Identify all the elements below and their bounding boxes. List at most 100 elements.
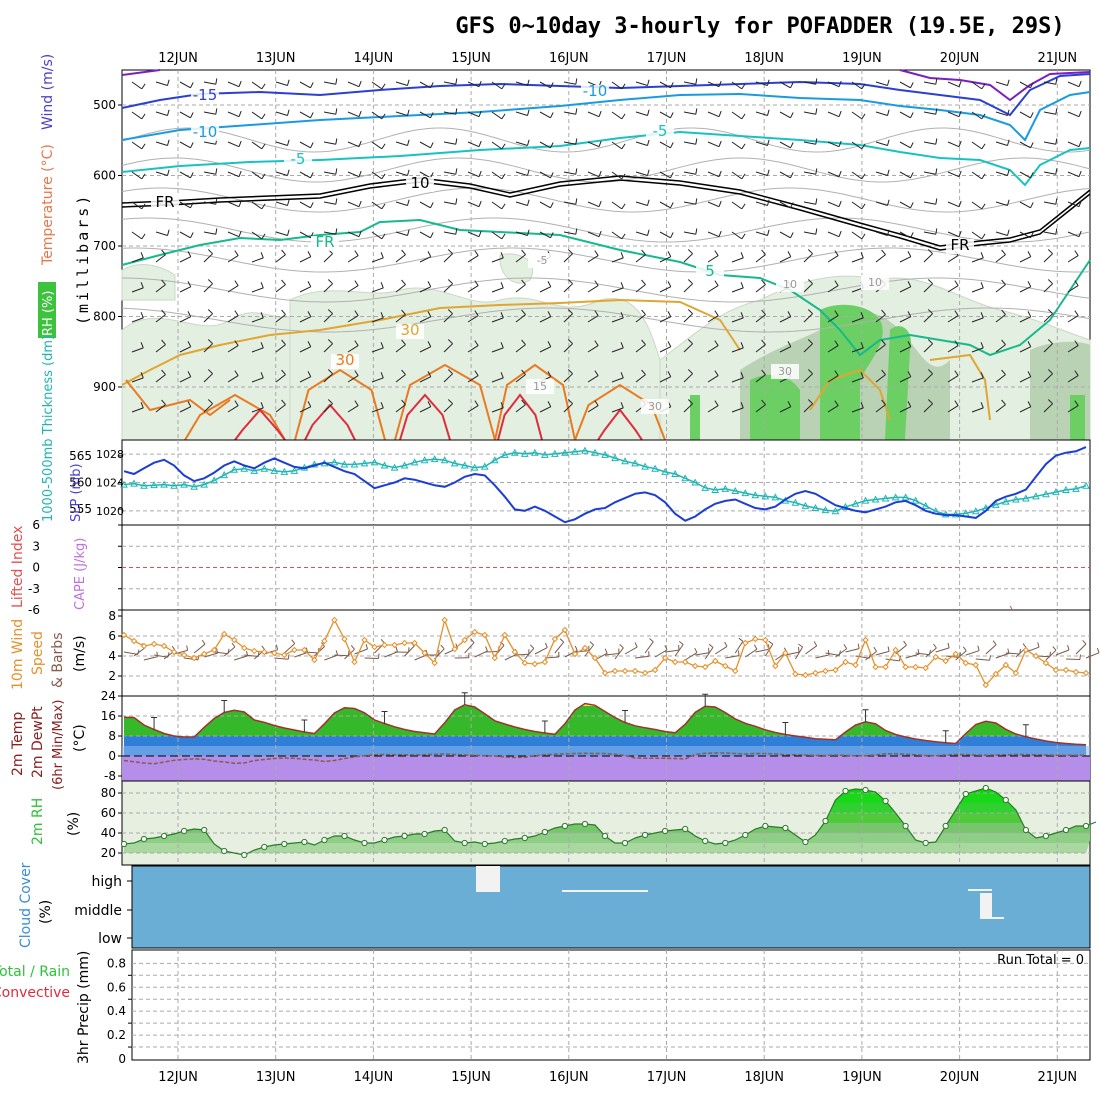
wind-barb [443,403,453,413]
wind-barb [1067,231,1080,238]
wind-barb [515,171,528,176]
precip-frame [131,949,1091,1061]
rh2m-point [261,843,268,851]
wind10m-barb-flag [887,646,890,652]
wind10m-point [661,654,669,662]
wind-barb-flag [407,199,410,206]
wind10m-point [160,642,168,650]
wind-barb [731,81,743,90]
wind10m-barb-flag [1037,642,1040,648]
contour-label-bg [528,253,556,268]
wind-barb-flag [1055,108,1058,115]
wind-barb [851,111,863,120]
wind-barb [299,376,312,383]
thickness-point [631,459,639,467]
wind10m-barb-flag [395,646,398,652]
wind-barb-flag [234,280,239,286]
wind-barb-flag [838,170,842,177]
wind10m-barb [1005,652,1020,655]
wind-barb [731,407,744,413]
wind-barb [515,111,528,116]
wind-barb-flag [401,339,406,345]
wind-barb-flag [695,138,698,145]
wind-barb-flag [1027,311,1032,317]
wind-barb [779,141,791,149]
wind-barb [731,201,743,210]
wind-barb [755,201,768,206]
wind-barb [275,111,288,116]
precip-axis-label-a: Total / Rain [0,964,70,980]
wind-barb-flag [474,400,479,406]
wind-barb-flag [1027,251,1032,257]
thickness-point [170,481,178,489]
wind-barb-flag [927,399,933,405]
wind-barb-flag [550,232,554,239]
bottom-date-label: 12JUN [158,1070,198,1085]
wind-barb [275,284,286,293]
wind-barb [563,201,576,205]
wind-barb-flag [935,78,938,85]
temperature-contours [121,69,1091,441]
wind-barb [635,111,648,116]
wind-barb [491,141,503,150]
wind-barb [371,111,383,120]
wind-barb [707,285,719,293]
wind10m-barb [294,651,308,658]
rh2m-point [120,840,128,848]
wind-barb-flag [380,402,384,409]
wind-barb-flag [430,112,434,119]
rh2m-point [481,840,488,848]
thickness-point [520,449,529,457]
wind-barb-flag [260,402,264,409]
wind-barb-flag [407,229,410,236]
wind-barb-flag [478,80,482,87]
cloud-panel: high middle low Cloud Cover (%) [18,862,1091,949]
wind-barb [347,375,359,383]
wind-barb [539,406,552,413]
wind-barb-flag [307,401,312,407]
wind10m-barb-flag [201,639,206,645]
wind-barb-flag [287,229,290,236]
bottom-date-axis: 12JUN 13JUN 14JUN 15JUN 16JUN 17JUN 18JUN 19JUN… [158,1070,1077,1085]
rh2m-point [241,851,248,859]
precip-tick-label: 0.4 [107,1004,126,1018]
temperature-contour [294,368,386,441]
wind-barb [1067,375,1079,383]
thickness-point [340,460,349,468]
contour-label: -5 [653,122,668,140]
rh2m-point [802,838,809,846]
wind-barb [227,285,239,293]
y-tick-label: 60 [101,806,116,820]
temperature-contour [304,403,356,441]
wind-barb-flag [1055,168,1058,175]
wind-barb-flag [1055,138,1058,145]
wind-barb-flag [838,110,842,117]
wind-barb-flag [358,80,362,87]
cool-band [122,746,1090,756]
top-date-label: 21JUN [1037,51,1077,66]
wind-barb-flag [1047,309,1053,315]
bottom-date-label: 19JUN [842,1070,882,1085]
wind-barb [467,285,479,293]
wind-barb [1043,343,1053,353]
wind-barb-flag [861,83,866,90]
wind-barb-flag [500,312,504,319]
wind10m-barb [805,645,817,655]
contour-label: -5 [537,254,548,267]
wind10m-point [431,659,438,667]
wind-barb [587,111,600,118]
wind-barb-flag [695,108,698,115]
wind-barb [731,377,744,383]
wind-barb [323,171,336,175]
wind-barb [611,171,623,180]
wind-barb [803,141,816,145]
wind-barb [707,375,719,383]
wind-barb-flag [740,282,744,289]
wind-barb [251,317,264,323]
wind10m-barb [785,651,800,656]
wind-barb-flag [234,400,239,406]
wind-barb [707,201,720,208]
wind-barb-flag [261,203,266,210]
wind-barb-flag [215,78,218,85]
rh-band [829,803,1018,813]
